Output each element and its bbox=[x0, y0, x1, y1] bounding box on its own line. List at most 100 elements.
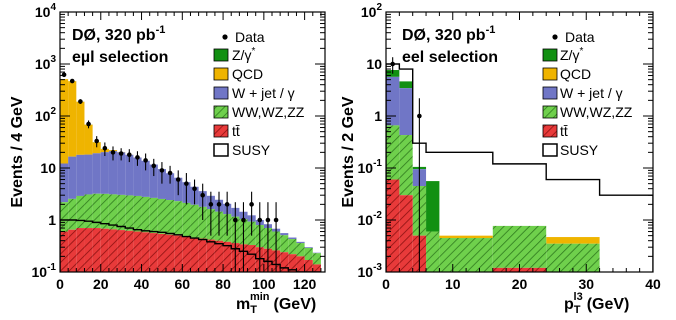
right-stack-bar-z- bbox=[426, 181, 440, 232]
left-y-axis-label: Events / 4 GeV bbox=[9, 96, 26, 207]
left-x-tick-label: 60 bbox=[175, 276, 191, 292]
left-data-point bbox=[175, 177, 181, 182]
legend-wjet-label: W + jet / γ bbox=[560, 85, 623, 101]
left-stack-bar-ww-wz-zz bbox=[182, 202, 191, 237]
left-stack-bar-tt- bbox=[60, 231, 69, 272]
legend-wjet-swatch bbox=[213, 86, 229, 100]
left-stack-bar-w-jet- bbox=[280, 233, 289, 236]
left-stack-bar-tt- bbox=[108, 229, 118, 272]
left-stack-bar-tt- bbox=[247, 245, 256, 272]
right-x-tick-label: 30 bbox=[578, 276, 594, 292]
legend-z-label: Z/γ* bbox=[232, 46, 255, 63]
left-stack-bar-tt- bbox=[280, 252, 289, 272]
left-stack-bar-tt- bbox=[296, 256, 305, 272]
left-stack-bar-w-jet- bbox=[149, 164, 158, 198]
legend-z-swatch bbox=[213, 48, 229, 62]
left-stack-bar-ww-wz-zz bbox=[68, 198, 77, 230]
left-stack-bar-w-jet- bbox=[133, 157, 142, 196]
right-x-axis-label: pTl3 (GeV) bbox=[564, 291, 629, 316]
right-stack-bar-z- bbox=[399, 81, 413, 89]
left-stack-bar-tt- bbox=[304, 260, 313, 272]
legend-ttbar-label: tt̄ bbox=[560, 123, 568, 139]
right-stack-bar-qcd bbox=[546, 237, 600, 244]
left-data-point bbox=[61, 72, 67, 78]
left-stack-bar-w-jet- bbox=[304, 247, 313, 248]
left-stack-bar-tt- bbox=[84, 228, 93, 272]
left-stack-bar-w-jet- bbox=[84, 154, 93, 195]
left-data-point bbox=[249, 202, 254, 207]
right-stack-bar-w-jet- bbox=[399, 88, 413, 136]
left-data-point bbox=[94, 138, 99, 144]
left-data-point bbox=[208, 202, 214, 207]
left-data-point bbox=[159, 168, 165, 173]
left-stack-bar-tt- bbox=[214, 240, 224, 272]
right-stack-bar-qcd bbox=[439, 235, 493, 239]
left-data-point bbox=[257, 217, 263, 223]
legend-data-label: Data bbox=[565, 29, 595, 45]
left-stack-bar-tt- bbox=[76, 228, 85, 272]
right-stack-bar-ww-wz-zz bbox=[439, 238, 493, 272]
right-x-tick-label: 20 bbox=[512, 276, 528, 292]
right-stack-bar-w-jet- bbox=[386, 76, 400, 126]
right-stack-bar-ww-wz-zz bbox=[386, 125, 400, 180]
left-data-point bbox=[78, 99, 83, 104]
right-y-tick-label: 10-2 bbox=[358, 210, 383, 228]
left-data-point bbox=[127, 152, 132, 158]
right-y-tick-label: 1 bbox=[374, 108, 382, 124]
left-stack-bar-qcd bbox=[68, 81, 77, 157]
legend-z-swatch bbox=[542, 48, 558, 62]
right-plot-area: 0 10 20 30 40 10-3 10-2 10-1 1 10 102 bbox=[358, 2, 661, 292]
right-susy-line bbox=[386, 63, 653, 272]
left-stack-bar-ww-wz-zz bbox=[288, 239, 297, 255]
right-stack-bar-ww-wz-zz bbox=[426, 231, 440, 272]
legend-ttbar-label: tt̄ bbox=[232, 123, 240, 139]
left-stack-bar-w-jet- bbox=[288, 237, 297, 240]
left-stack-bar-tt- bbox=[141, 232, 150, 272]
left-x-tick-label: 0 bbox=[56, 276, 64, 292]
left-data-point bbox=[273, 217, 279, 223]
left-data-point bbox=[192, 186, 197, 191]
left-stack-bar-tt- bbox=[157, 233, 166, 272]
right-y-tick-label: 10-1 bbox=[358, 158, 383, 176]
right-y-tick-label: 102 bbox=[361, 2, 383, 20]
left-stack-bar-ww-wz-zz bbox=[174, 201, 183, 236]
left-data-point bbox=[151, 163, 157, 169]
legend-diboson-swatch bbox=[542, 105, 558, 119]
left-stack-bar-ww-wz-zz bbox=[60, 202, 69, 232]
right-x-tick-label: 0 bbox=[382, 276, 390, 292]
left-stack-bar-qcd bbox=[84, 124, 93, 155]
right-y-tick-label: 10 bbox=[366, 56, 382, 72]
left-stack-bar-ww-wz-zz bbox=[157, 198, 166, 234]
left-stack-bar-ww-wz-zz bbox=[149, 197, 158, 234]
right-x-tick-label: 40 bbox=[645, 276, 661, 292]
left-stack-bar-ww-wz-zz bbox=[100, 193, 109, 229]
legend-susy-swatch bbox=[213, 143, 229, 157]
left-stack-bar-tt- bbox=[117, 230, 126, 272]
legend-ttbar-swatch bbox=[542, 124, 558, 138]
left-x-tick-label: 20 bbox=[93, 276, 109, 292]
legend-qcd-label: QCD bbox=[560, 66, 591, 82]
left-experiment-label: DØ, 320 pb-1 bbox=[72, 24, 165, 44]
left-data-point bbox=[143, 158, 148, 163]
right-panel: Events / 2 GeV 0 10 20 30 40 10-3 10-2 10-1 1 10 1… bbox=[340, 2, 661, 316]
legend-diboson-label: WW,WZ,ZZ bbox=[232, 104, 305, 120]
left-data-point bbox=[200, 192, 205, 198]
left-x-tick-label: 40 bbox=[134, 276, 150, 292]
left-selection-label: eµl selection bbox=[72, 49, 168, 66]
left-stack-bar-ww-wz-zz bbox=[125, 195, 134, 231]
left-stack-bar-w-jet- bbox=[125, 154, 134, 196]
left-data-point bbox=[118, 151, 124, 156]
left-data-point bbox=[265, 217, 271, 223]
legend-qcd-swatch bbox=[542, 67, 558, 81]
left-data-point bbox=[135, 155, 140, 160]
left-stack-bar-ww-wz-zz bbox=[117, 194, 126, 231]
left-susy-line bbox=[60, 219, 321, 272]
left-data-point bbox=[224, 202, 230, 207]
left-stack-bar-ww-wz-zz bbox=[76, 195, 85, 229]
right-stack-bar-tt- bbox=[399, 195, 413, 272]
left-y-tick-label: 10-1 bbox=[32, 262, 57, 280]
left-x-tick-label: 100 bbox=[252, 276, 276, 292]
left-stack-bar-w-jet- bbox=[76, 154, 85, 196]
left-y-tick-label: 1 bbox=[48, 212, 56, 228]
left-x-tick-label: 80 bbox=[215, 276, 231, 292]
